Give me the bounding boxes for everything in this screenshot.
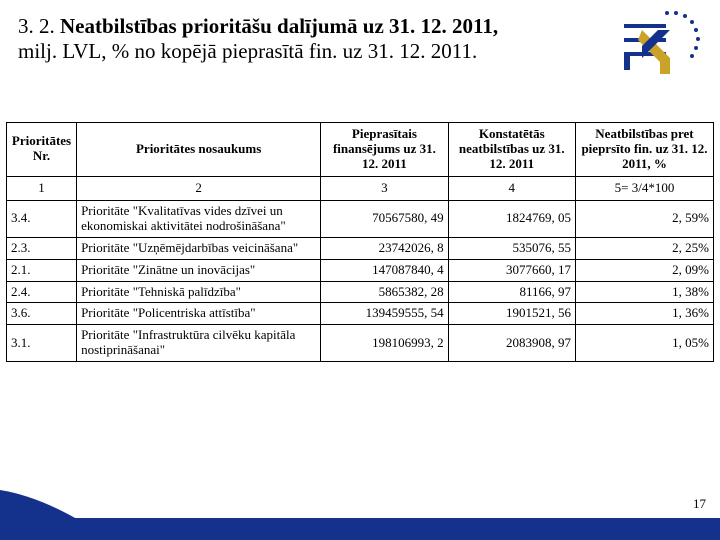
- cell-pct: 1, 38%: [575, 281, 713, 303]
- title-prefix: 3. 2.: [18, 14, 60, 38]
- cell-nr: 3.4.: [7, 200, 77, 237]
- cell-pct: 2, 09%: [575, 259, 713, 281]
- cell-name: Prioritāte "Policentriska attīstība": [77, 303, 321, 325]
- page-number: 17: [693, 496, 706, 512]
- cell-found: 1901521, 56: [448, 303, 575, 325]
- header-found: Konstatētās neatbilstības uz 31. 12. 201…: [448, 123, 575, 177]
- cell-pct: 1, 36%: [575, 303, 713, 325]
- data-table: Prioritātes Nr. Prioritātes nosaukums Pi…: [6, 122, 714, 362]
- cell-name: Prioritāte "Uzņēmējdarbības veicināšana": [77, 237, 321, 259]
- header-nr: Prioritātes Nr.: [7, 123, 77, 177]
- cell-requested: 70567580, 49: [321, 200, 448, 237]
- header-name: Prioritātes nosaukums: [77, 123, 321, 177]
- table-row: 2.3.Prioritāte "Uzņēmējdarbības veicināš…: [7, 237, 714, 259]
- title-line-2: milj. LVL, % no kopējā pieprasītā fin. u…: [18, 39, 702, 64]
- title-line-1: 3. 2. Neatbilstības prioritāšu dalījumā …: [18, 14, 702, 39]
- sub-1: 1: [7, 176, 77, 200]
- cell-found: 1824769, 05: [448, 200, 575, 237]
- table-row: 2.1.Prioritāte "Zinātne un inovācijas"14…: [7, 259, 714, 281]
- cell-name: Prioritāte "Tehniskā palīdzība": [77, 281, 321, 303]
- cell-found: 535076, 55: [448, 237, 575, 259]
- title-bold: Neatbilstības prioritāšu dalījumā uz 31.…: [60, 14, 498, 38]
- table-subheader-row: 1 2 3 4 5= 3/4*100: [7, 176, 714, 200]
- cell-nr: 2.4.: [7, 281, 77, 303]
- cell-nr: 3.1.: [7, 325, 77, 362]
- table-header-row: Prioritātes Nr. Prioritātes nosaukums Pi…: [7, 123, 714, 177]
- cell-found: 2083908, 97: [448, 325, 575, 362]
- cell-nr: 3.6.: [7, 303, 77, 325]
- cell-found: 3077660, 17: [448, 259, 575, 281]
- cell-pct: 2, 59%: [575, 200, 713, 237]
- footer-bar: [0, 518, 720, 540]
- cell-requested: 147087840, 4: [321, 259, 448, 281]
- table-row: 3.4.Prioritāte "Kvalitatīvas vides dzīve…: [7, 200, 714, 237]
- sub-2: 2: [77, 176, 321, 200]
- header-pct: Neatbilstības pret pieprsīto fin. uz 31.…: [575, 123, 713, 177]
- table-row: 2.4.Prioritāte "Tehniskā palīdzība"58653…: [7, 281, 714, 303]
- cell-pct: 2, 25%: [575, 237, 713, 259]
- logo: [620, 8, 702, 80]
- cell-requested: 23742026, 8: [321, 237, 448, 259]
- sub-3: 3: [321, 176, 448, 200]
- cell-name: Prioritāte "Kvalitatīvas vides dzīvei un…: [77, 200, 321, 237]
- cell-nr: 2.3.: [7, 237, 77, 259]
- sub-4: 4: [448, 176, 575, 200]
- table-row: 3.6.Prioritāte "Policentriska attīstība"…: [7, 303, 714, 325]
- cell-name: Prioritāte "Zinātne un inovācijas": [77, 259, 321, 281]
- cell-requested: 139459555, 54: [321, 303, 448, 325]
- header-requested: Pieprasītais finansējums uz 31. 12. 2011: [321, 123, 448, 177]
- sub-5: 5= 3/4*100: [575, 176, 713, 200]
- cell-found: 81166, 97: [448, 281, 575, 303]
- table-row: 3.1.Prioritāte "Infrastruktūra cilvēku k…: [7, 325, 714, 362]
- cell-requested: 5865382, 28: [321, 281, 448, 303]
- cell-pct: 1, 05%: [575, 325, 713, 362]
- cell-name: Prioritāte "Infrastruktūra cilvēku kapit…: [77, 325, 321, 362]
- cell-nr: 2.1.: [7, 259, 77, 281]
- cell-requested: 198106993, 2: [321, 325, 448, 362]
